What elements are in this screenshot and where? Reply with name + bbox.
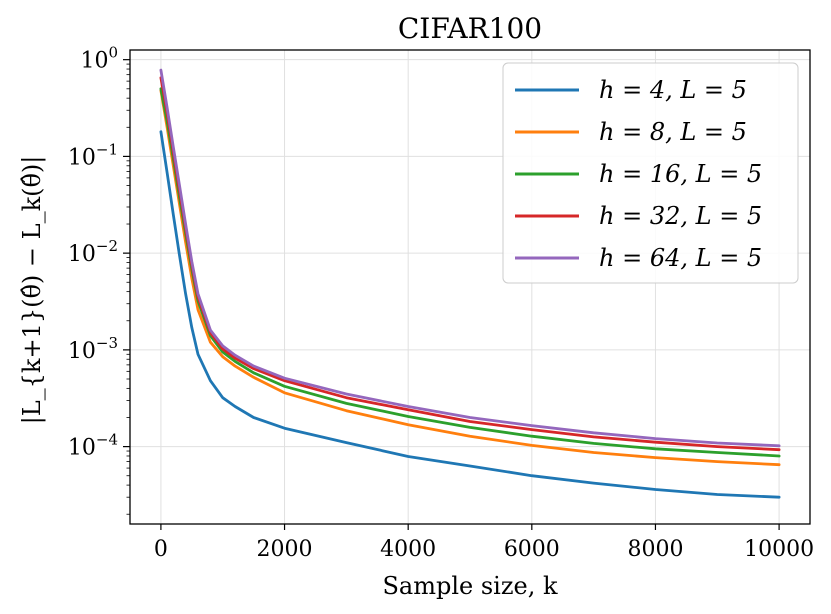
x-tick-label: 6000 xyxy=(504,537,560,562)
y-tick-exponent: −1 xyxy=(96,140,118,158)
y-tick-base: 10 xyxy=(68,242,96,267)
x-tick-label: 8000 xyxy=(627,537,683,562)
legend-box xyxy=(502,62,799,284)
x-tick-label: 0 xyxy=(154,537,168,562)
y-tick-label: 100 xyxy=(80,44,118,74)
y-tick-exponent: −3 xyxy=(96,334,118,352)
series-group xyxy=(159,68,781,499)
series-line-4 xyxy=(159,68,781,448)
x-tick-label: 2000 xyxy=(257,537,313,562)
x-tick-label: 4000 xyxy=(380,537,436,562)
y-tick-label: 10−1 xyxy=(68,140,118,170)
y-tick-label: 10−2 xyxy=(68,237,118,267)
x-axis-ticks: 0 2000 4000 6000 8000 10000 xyxy=(154,524,814,562)
legend-label-3: h = 32, L = 5 xyxy=(599,202,762,230)
y-tick-exponent: −2 xyxy=(96,237,118,255)
y-tick-label: 10−3 xyxy=(68,334,118,364)
y-tick-exponent: 0 xyxy=(108,44,118,62)
legend-label-2: h = 16, L = 5 xyxy=(599,160,762,188)
legend-label-0: h = 4, L = 5 xyxy=(599,76,747,104)
x-tick-label: 10000 xyxy=(744,537,814,562)
y-tick-label: 10−4 xyxy=(68,431,118,461)
plot-frame xyxy=(129,49,811,525)
y-tick-base: 10 xyxy=(80,49,108,74)
legend-label-1: h = 8, L = 5 xyxy=(599,118,747,146)
y-tick-base: 10 xyxy=(68,145,96,170)
y-tick-base: 10 xyxy=(68,339,96,364)
x-axis-label: Sample size, k xyxy=(382,572,557,600)
series-line-0 xyxy=(159,130,781,499)
legend-label-4: h = 64, L = 5 xyxy=(599,244,762,272)
y-axis-label: |L_{k+1}(θ̂) − L_k(θ̂)| xyxy=(18,156,47,425)
chart-title: CIFAR100 xyxy=(398,12,542,45)
legend: h = 4, L = 5 h = 8, L = 5 h = 16, L = 5 h =… xyxy=(502,62,799,284)
x-axis-label-text: Sample size, k xyxy=(382,572,557,600)
y-tick-exponent: −4 xyxy=(96,431,118,449)
y-tick-base: 10 xyxy=(68,436,96,461)
